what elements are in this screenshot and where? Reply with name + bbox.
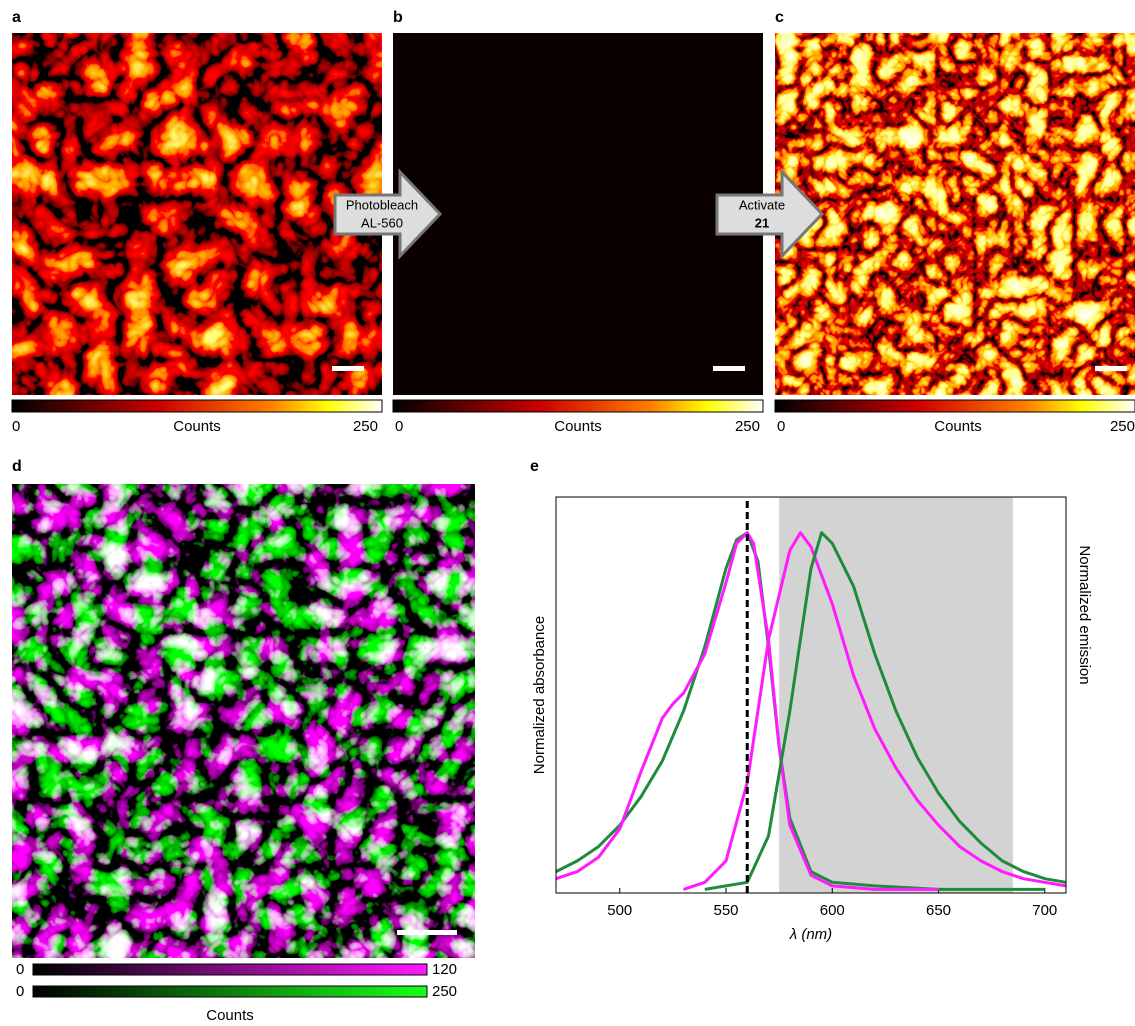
x-tick-label: 500 (607, 902, 632, 919)
micrograph-texture (12, 33, 382, 395)
colorbar-max: 250 (432, 983, 457, 1000)
x-tick-label: 650 (926, 902, 951, 919)
y2-axis-label: Normalized emission (1076, 545, 1093, 684)
colorbar (33, 986, 427, 997)
x-tick-label: 700 (1032, 902, 1057, 919)
colorbar-min: 0 (12, 418, 20, 435)
panel-letter: d (12, 458, 22, 475)
colorbar-min: 0 (16, 983, 24, 1000)
scale-bar (332, 366, 364, 371)
scale-bar (1095, 366, 1127, 371)
colorbar-label: Counts (206, 1007, 254, 1024)
arrow-label: 21 (755, 215, 769, 230)
x-axis-label: λ (nm) (789, 926, 832, 943)
colorbar (33, 964, 427, 975)
colorbar-max: 250 (353, 418, 378, 435)
scale-bar (397, 930, 457, 935)
panel-letter: a (12, 9, 21, 26)
panel-letter: e (530, 458, 539, 475)
colorbar-min: 0 (395, 418, 403, 435)
colorbar-label: Counts (554, 418, 602, 435)
arrow-label: Photobleach (346, 197, 418, 212)
spectra-chart: 500 550 600 650 700 λ (nm) Normalized absorban… (531, 497, 1093, 943)
micrograph-texture (12, 484, 475, 958)
micrograph (393, 33, 763, 395)
panel-letter: b (393, 9, 403, 26)
arrow-label: Activate (739, 197, 785, 212)
arrow-label: AL-560 (361, 215, 403, 230)
colorbar (12, 400, 382, 412)
scale-bar (713, 366, 745, 371)
colorbar-label: Counts (173, 418, 221, 435)
colorbar-max: 250 (735, 418, 760, 435)
colorbar (775, 400, 1135, 412)
colorbar-max: 120 (432, 961, 457, 978)
panel-letter: c (775, 9, 784, 26)
x-tick-label: 550 (713, 902, 738, 919)
micrograph-texture (775, 33, 1135, 395)
figure: a 0 Counts 250 b 0 Counts 250 c 0 Counts… (0, 0, 1135, 1026)
colorbar-min: 0 (16, 961, 24, 978)
colorbar (393, 400, 763, 412)
x-tick-label: 600 (820, 902, 845, 919)
y-axis-label: Normalized absorbance (531, 616, 548, 774)
colorbar-max: 250 (1110, 418, 1135, 435)
colorbar-label: Counts (934, 418, 982, 435)
colorbar-min: 0 (777, 418, 785, 435)
